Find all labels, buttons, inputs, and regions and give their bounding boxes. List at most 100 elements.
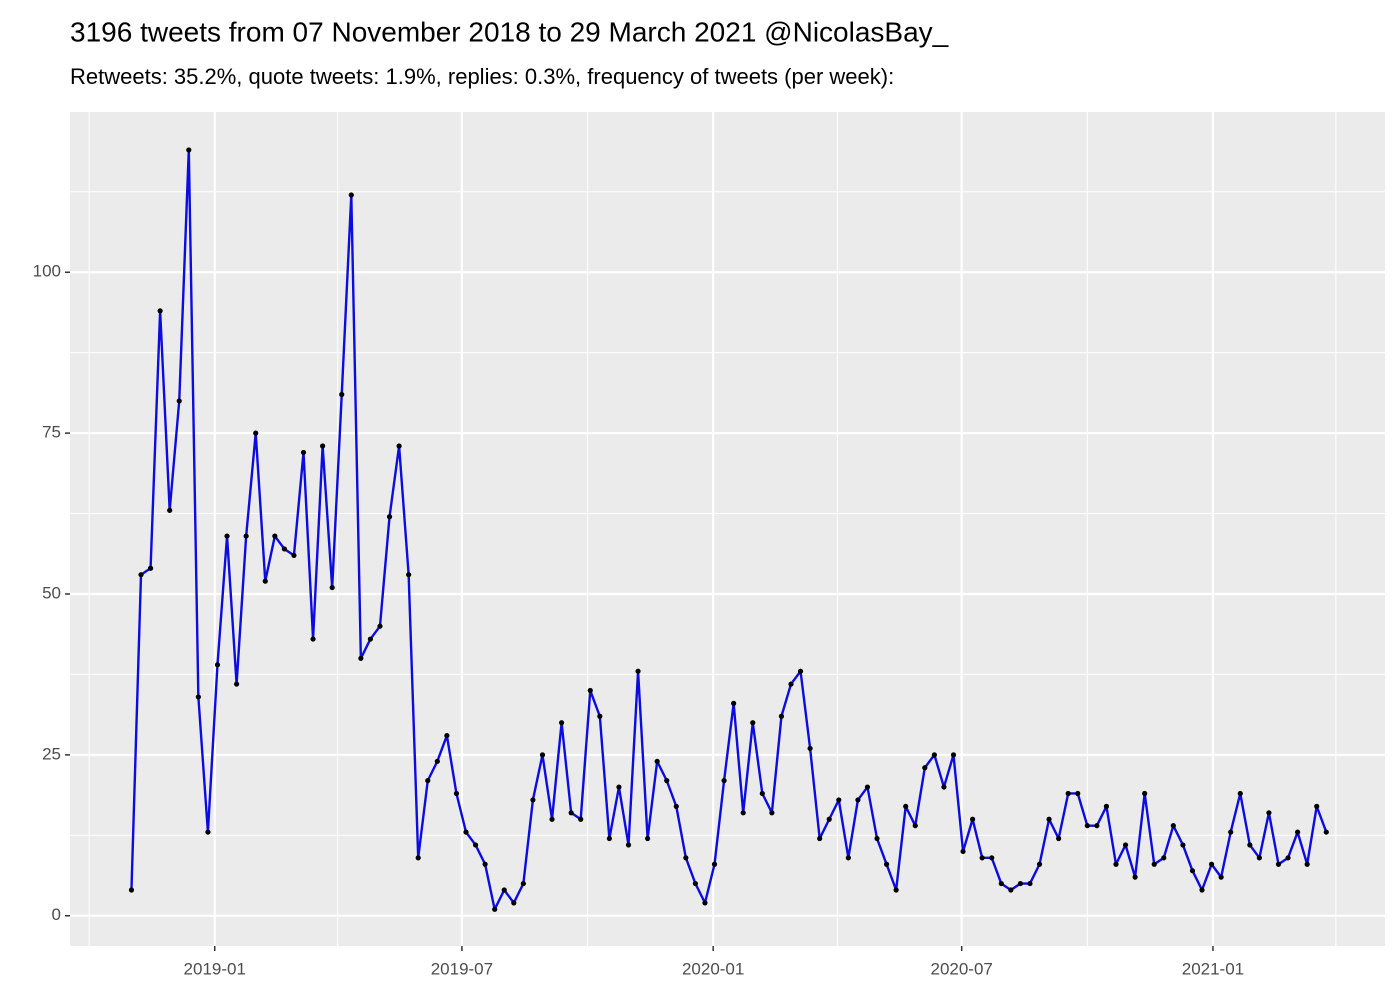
point xyxy=(807,745,813,752)
point xyxy=(1008,887,1014,893)
point xyxy=(520,880,526,887)
point xyxy=(979,855,985,861)
point xyxy=(989,855,995,861)
point xyxy=(1199,887,1205,893)
point xyxy=(262,578,268,584)
point xyxy=(1132,874,1138,880)
point xyxy=(903,803,909,809)
point xyxy=(721,778,727,784)
point xyxy=(778,713,785,719)
point xyxy=(147,565,154,571)
point xyxy=(492,906,498,912)
point xyxy=(1323,829,1329,835)
point xyxy=(1094,823,1100,829)
point xyxy=(453,790,460,797)
point xyxy=(367,636,374,642)
point xyxy=(864,784,871,790)
point xyxy=(501,887,507,893)
x-tick-label: 2021-01 xyxy=(1182,959,1244,978)
point xyxy=(1122,842,1129,848)
point xyxy=(606,835,612,842)
y-tick-label: 50 xyxy=(42,583,61,602)
point xyxy=(434,758,440,764)
point xyxy=(1142,790,1148,797)
point xyxy=(1075,790,1081,797)
point xyxy=(320,443,326,449)
point xyxy=(1027,880,1033,887)
point xyxy=(1237,790,1243,797)
point xyxy=(836,797,842,803)
point xyxy=(195,694,201,700)
y-tick-label: 100 xyxy=(33,262,61,281)
point xyxy=(1208,861,1215,867)
point xyxy=(673,803,679,809)
point xyxy=(186,147,192,153)
point xyxy=(281,546,287,552)
x-tick-label: 2019-07 xyxy=(431,959,493,978)
point xyxy=(1314,803,1320,809)
point xyxy=(769,810,775,816)
point xyxy=(645,835,651,842)
point xyxy=(511,900,517,906)
point xyxy=(893,887,899,893)
point xyxy=(205,829,211,835)
point xyxy=(597,713,603,719)
point xyxy=(1084,823,1090,829)
point xyxy=(549,816,555,822)
point xyxy=(654,758,660,764)
point xyxy=(386,514,393,520)
point xyxy=(128,887,135,893)
point xyxy=(530,797,536,803)
point xyxy=(310,636,316,642)
chart-subtitle: Retweets: 35.2%, quote tweets: 1.9%, rep… xyxy=(70,64,894,89)
point xyxy=(731,700,737,706)
point xyxy=(1036,861,1043,867)
y-tick-label: 25 xyxy=(42,744,61,763)
point xyxy=(482,861,488,867)
point xyxy=(396,443,402,449)
point xyxy=(1285,855,1291,861)
point xyxy=(625,842,632,848)
point xyxy=(970,816,976,822)
point xyxy=(1275,861,1282,867)
point xyxy=(558,720,565,726)
point xyxy=(587,687,593,694)
point xyxy=(912,823,918,829)
point xyxy=(750,720,756,726)
point xyxy=(425,778,431,784)
point xyxy=(253,430,259,436)
point xyxy=(1228,829,1234,835)
point xyxy=(1170,823,1176,829)
point xyxy=(883,861,890,867)
point xyxy=(1151,861,1157,867)
point xyxy=(616,784,622,790)
point xyxy=(415,855,421,861)
point xyxy=(1266,810,1272,816)
point xyxy=(1017,880,1024,887)
point xyxy=(167,507,173,513)
point xyxy=(998,880,1004,887)
point xyxy=(845,855,851,861)
point xyxy=(233,681,240,687)
point xyxy=(692,880,699,887)
point xyxy=(1046,816,1052,822)
point xyxy=(1247,842,1253,848)
point xyxy=(941,784,947,790)
point xyxy=(740,810,746,816)
point xyxy=(931,752,937,758)
point xyxy=(243,533,249,539)
point xyxy=(1161,855,1167,861)
point xyxy=(272,533,278,539)
point xyxy=(1218,874,1224,880)
point xyxy=(463,829,469,835)
point xyxy=(635,668,641,674)
point xyxy=(1113,861,1119,867)
point xyxy=(224,533,230,539)
point xyxy=(826,816,832,822)
point xyxy=(444,732,450,739)
x-tick-label: 2020-07 xyxy=(930,959,992,978)
point xyxy=(358,655,364,661)
point xyxy=(950,752,957,758)
point xyxy=(759,790,765,797)
